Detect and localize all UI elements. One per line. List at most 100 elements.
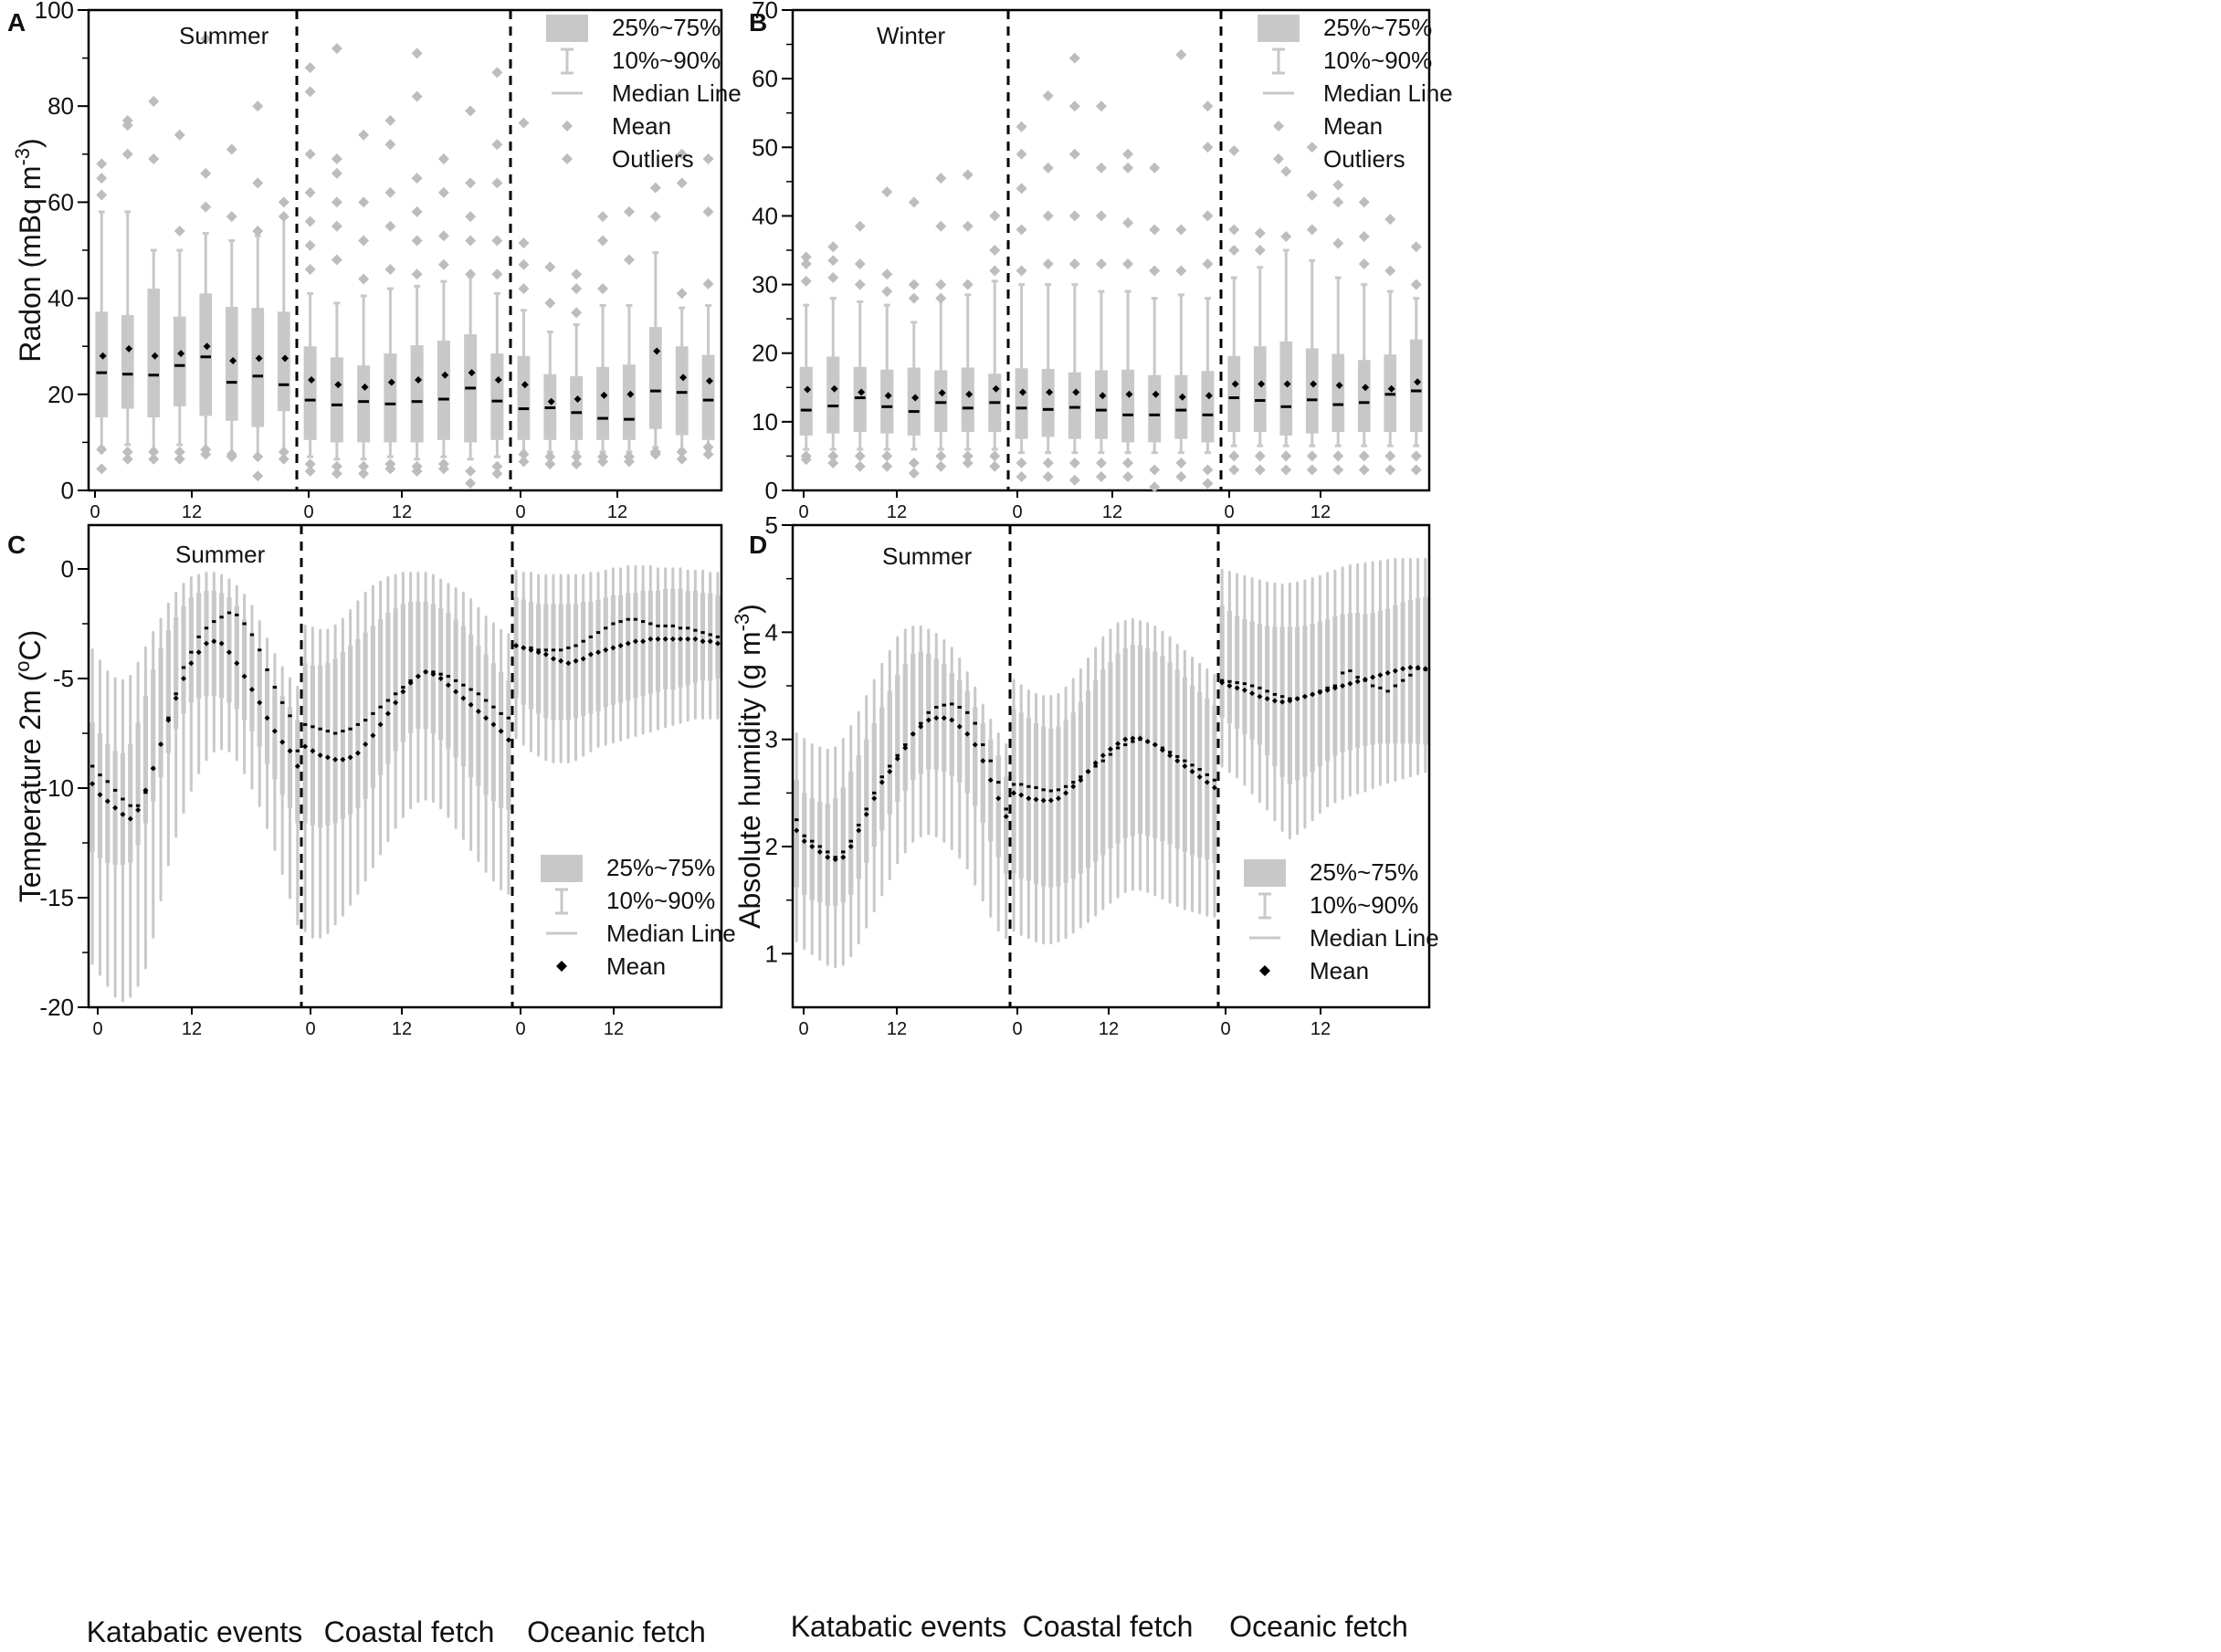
outlier-marker [854, 220, 866, 232]
outlier-marker [1306, 464, 1318, 476]
outlier-marker [465, 268, 477, 280]
iqr-box [330, 357, 343, 443]
iqr-box [626, 593, 631, 700]
outlier-marker [1016, 224, 1027, 236]
outlier-marker [854, 460, 866, 472]
legend-label: 25%~75% [1323, 14, 1432, 41]
panel-letter: A [7, 8, 26, 37]
x-tick-label: 0 [798, 502, 808, 522]
outlier-marker [358, 196, 370, 208]
mean-marker [587, 651, 594, 658]
outlier-marker [1358, 230, 1370, 242]
mean-marker [863, 811, 869, 817]
iqr-box [856, 755, 861, 879]
mean-marker [226, 649, 232, 656]
group-0: 0 12 [89, 33, 290, 522]
legend-swatch-mean [1259, 965, 1270, 976]
outlier-marker [358, 273, 370, 285]
mean-marker [521, 381, 529, 389]
outlier-marker [544, 261, 556, 273]
legend-swatch-outlier [1273, 153, 1284, 164]
mean-marker [1070, 784, 1077, 790]
x-tick-label: 12 [182, 1019, 202, 1039]
iqr-box [826, 356, 840, 434]
mean-marker [1231, 380, 1239, 388]
mean-marker [925, 717, 932, 723]
group-0: 0 12 [794, 625, 1009, 1039]
iqr-box [1041, 368, 1055, 437]
iqr-box [437, 340, 450, 440]
mean-marker [1287, 698, 1293, 704]
iqr-box [570, 375, 584, 440]
group-1: 0 12 [1011, 617, 1217, 1039]
mean-marker [678, 636, 684, 642]
iqr-box [895, 675, 900, 802]
x-tick-label: 12 [604, 1019, 624, 1039]
mean-marker [490, 721, 497, 728]
iqr-box [325, 663, 331, 826]
legend-swatch-box [1258, 15, 1300, 42]
outlier-marker [121, 114, 133, 126]
iqr-box [174, 616, 179, 730]
mean-marker [423, 668, 429, 675]
mean-marker [400, 689, 406, 695]
outlier-marker [411, 90, 423, 102]
outlier-marker [1149, 265, 1161, 277]
panel-letter: C [7, 531, 26, 559]
outlier-marker [1068, 210, 1080, 222]
outlier-marker [908, 292, 920, 304]
iqr-box [551, 604, 556, 721]
outlier-marker [358, 235, 370, 247]
outlier-marker [518, 283, 530, 295]
outlier-marker [908, 196, 920, 208]
mean-marker [1152, 390, 1160, 398]
mean-marker [377, 721, 384, 728]
iqr-box [1121, 369, 1135, 443]
legend-label: Mean [1310, 957, 1369, 984]
outlier-marker [1175, 470, 1187, 482]
mean-marker [1122, 736, 1129, 742]
mean-marker [972, 742, 978, 748]
legend-label: 25%~75% [612, 14, 721, 41]
mean-marker [294, 763, 300, 769]
iqr-box [1100, 669, 1106, 856]
mean-marker [188, 660, 195, 667]
x-tick-label: 0 [305, 1019, 315, 1039]
outlier-marker [465, 465, 477, 477]
iqr-box [623, 364, 636, 440]
mean-marker [1115, 741, 1121, 747]
outlier-marker [1306, 224, 1318, 236]
outlier-marker [200, 444, 212, 456]
iqr-box [1063, 720, 1068, 883]
outlier-marker [252, 100, 264, 112]
outlier-marker [989, 265, 1001, 277]
mean-marker [1211, 784, 1217, 791]
outlier-marker [1228, 145, 1240, 157]
outlier-marker [148, 446, 160, 458]
legend-label: Median Line [612, 79, 742, 107]
x-tick-label: 12 [392, 1019, 412, 1039]
mean-marker [1415, 665, 1421, 671]
outlier-marker [676, 177, 688, 189]
iqr-box [242, 619, 247, 721]
iqr-box [1094, 370, 1108, 439]
mean-marker [1354, 679, 1361, 685]
iqr-box [799, 366, 813, 436]
outlier-marker [1016, 121, 1027, 132]
mean-marker [580, 656, 586, 662]
mean-marker [1226, 683, 1233, 689]
mean-marker [542, 651, 549, 658]
outlier-marker [96, 173, 108, 184]
outlier-marker [304, 148, 316, 160]
mean-marker [177, 350, 185, 358]
iqr-box [1242, 619, 1247, 734]
mean-marker [804, 385, 812, 394]
outlier-marker [304, 264, 316, 276]
category-labels-left: Katabatic events Coastal fetch Oceanic fet… [87, 1615, 706, 1648]
outlier-marker [1095, 100, 1107, 112]
outlier-marker [623, 254, 635, 266]
iqr-box [158, 647, 163, 777]
outlier-marker [1068, 457, 1080, 468]
mean-marker [308, 376, 316, 384]
iqr-box [1078, 701, 1083, 874]
